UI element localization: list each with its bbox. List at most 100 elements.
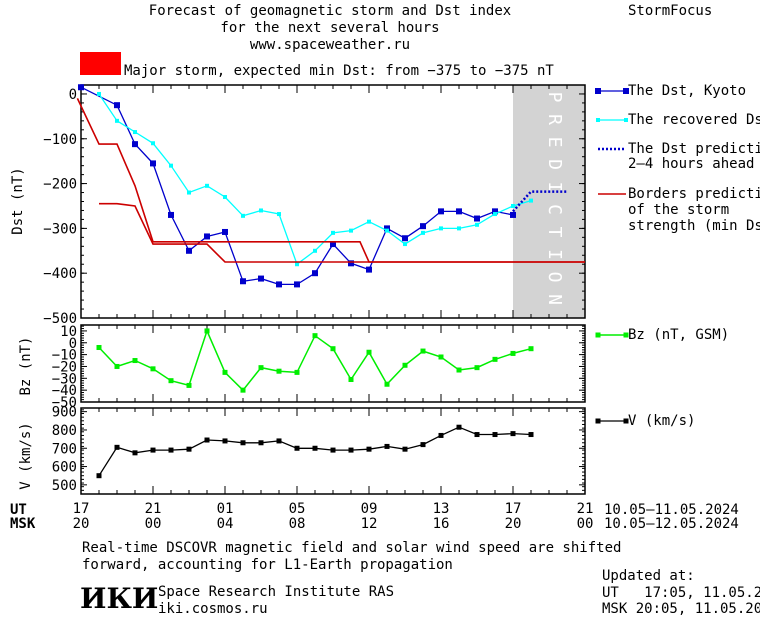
msk-axis-label: MSK [10,516,36,532]
data-point [349,228,353,233]
y-tick-label: 600 [52,460,77,476]
series-line-borders-prediction-lower- [99,202,585,263]
data-point [313,248,317,253]
prediction-letter: P [544,92,565,103]
prediction-letter: I [544,182,565,193]
ut-axis-label: UT [10,502,27,518]
data-point [510,431,516,437]
msk-tick-label: 12 [361,516,378,532]
updated-msk: MSK 20:05, 11.05.2024 [602,601,760,617]
legend-bz-swatch-marker [595,332,601,338]
data-point [438,354,444,360]
data-point [312,445,318,451]
data-point [114,102,120,109]
data-point [366,446,372,452]
data-point [240,278,246,285]
data-point [276,438,282,444]
msk-tick-label: 00 [577,516,594,532]
plot-frame [80,324,586,403]
legend-bz-swatch-marker [623,332,629,338]
legend-recovered-swatch-marker [624,118,628,122]
legend-v-swatch-marker [595,418,601,424]
data-point [204,233,210,240]
data-point [511,203,515,208]
footer-note-line-2: forward, accounting for L1-Earth propaga… [82,557,453,573]
prediction-letter: C [544,204,565,215]
institute-site[interactable]: iki.cosmos.ru [158,601,268,617]
y-axis-title: Bz (nT) [18,336,34,395]
y-tick-label: 10 [60,324,77,340]
msk-tick-label: 00 [145,516,162,532]
y-tick-label: 500 [52,478,77,494]
data-point [186,382,192,388]
series-line-v-km-s- [98,426,532,477]
y-tick-label: −500 [43,311,77,327]
prediction-letter: O [544,272,565,283]
y-tick-label: −50 [52,395,77,411]
data-point [187,190,191,195]
legend-borders-line-3: strength (min Dst) [628,218,760,234]
series-line-bz-nt-gsm- [98,328,532,392]
data-point [331,230,335,235]
prediction-letter: I [544,249,565,260]
panel-2: 900 800 700 600 500 V (km/s) [18,405,586,495]
data-point [169,163,173,168]
y-tick-label: −400 [43,266,77,282]
iki-logo: ИКИ [80,582,159,615]
legend-recovered-swatch-marker [596,118,600,122]
data-point [295,262,299,267]
data-point [402,446,408,452]
y-tick-label: −300 [43,221,77,237]
data-point [204,437,210,443]
footer-note-line-1: Real-time DSCOVR magnetic field and sola… [82,540,622,556]
data-point [114,363,120,369]
data-point [312,333,318,339]
y-tick-label: −10 [52,348,77,364]
data-point [78,84,84,91]
data-point [420,442,426,448]
legend-v: V (km/s) [628,413,696,429]
data-point [367,219,371,224]
data-point [97,91,101,96]
data-point [384,225,390,232]
y-axis-title: Dst (nT) [10,167,26,234]
legend-dst-swatch-marker [623,88,629,94]
ut-tick-label: 17 [505,501,522,517]
prediction-letter: R [544,114,565,125]
series-line-borders-prediction-upper- [76,98,585,263]
data-point [276,368,282,374]
series-line-the-recovered-dst [98,93,532,266]
legend-recovered-dst: The recovered Dst [628,112,760,128]
data-point [132,450,138,456]
data-point [114,444,120,450]
data-point [402,362,408,368]
y-axis-title: V (km/s) [18,422,34,489]
institute-name: Space Research Institute RAS [158,584,395,600]
data-point [168,211,174,218]
data-point [403,242,407,247]
data-point [366,349,372,355]
updated-ut: UT 17:05, 11.05.2024 [602,585,760,601]
ut-date-range: 10.05–11.05.2024 [604,502,739,518]
msk-tick-label: 16 [433,516,450,532]
data-point [330,447,336,453]
data-point [150,366,156,372]
storm-alert-text: Major storm, expected min Dst: from −375… [124,63,554,79]
y-tick-label: −20 [52,359,77,375]
ut-tick-label: 17 [73,501,90,517]
data-point [421,230,425,235]
y-tick-label: 900 [52,405,77,421]
legend-v-swatch-marker [623,418,629,424]
chart-title-url: www.spaceweather.ru [249,37,411,53]
data-point [294,369,300,375]
data-point [241,213,245,218]
data-point [528,346,534,352]
data-point [258,275,264,282]
data-point [277,212,281,217]
data-point [385,228,389,233]
data-point [330,346,336,352]
y-tick-label: 0 [69,336,77,352]
data-point [439,226,443,231]
